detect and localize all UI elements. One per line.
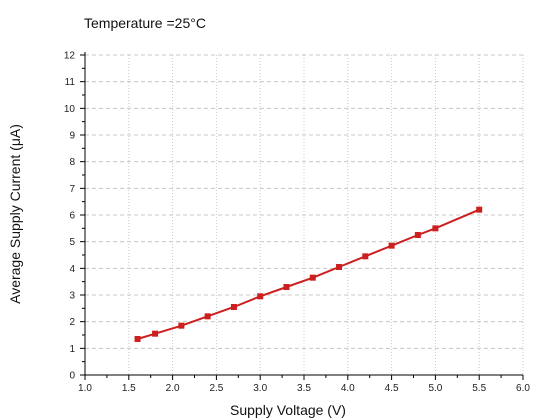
y-tick-label: 8 bbox=[69, 157, 75, 168]
series-line bbox=[137, 208, 480, 340]
y-tick-label: 11 bbox=[65, 77, 76, 88]
data-point bbox=[432, 225, 439, 232]
chart-title: Temperature =25°C bbox=[84, 15, 206, 31]
data-point bbox=[134, 336, 141, 342]
series bbox=[134, 206, 483, 342]
x-tick-label: 1.5 bbox=[122, 383, 136, 394]
data-point bbox=[309, 274, 316, 281]
y-tick-label: 3 bbox=[69, 291, 75, 302]
data-point bbox=[414, 232, 421, 238]
x-tick-label: 6.0 bbox=[516, 383, 530, 394]
grid bbox=[85, 54, 524, 375]
y-tick-label: 4 bbox=[69, 264, 75, 275]
x-tick-label: 4.5 bbox=[385, 383, 399, 394]
y-tick-label: 1 bbox=[69, 344, 75, 355]
x-tick-label: 1.0 bbox=[78, 383, 92, 394]
data-point bbox=[230, 304, 237, 310]
x-tick-label: 2.5 bbox=[209, 383, 223, 394]
data-point bbox=[204, 313, 211, 320]
y-tick-label: 5 bbox=[69, 237, 75, 248]
y-tick-label: 0 bbox=[69, 371, 75, 382]
y-axis-title: Average Supply Current (μA) bbox=[7, 124, 23, 304]
data-point bbox=[362, 253, 369, 260]
y-tick-label: 9 bbox=[69, 131, 75, 142]
x-tick-label: 3.0 bbox=[253, 383, 267, 394]
data-point bbox=[476, 206, 483, 213]
data-point bbox=[257, 293, 264, 300]
x-tick-label: 3.5 bbox=[297, 383, 311, 394]
x-tick-label: 5.0 bbox=[428, 383, 442, 394]
ticks: 1.0 1.5 2.0 2.5 3.0 3.5 4.0 4.5 5.0 5.5 6.00123456… bbox=[64, 51, 531, 395]
data-point bbox=[388, 242, 395, 249]
x-axis-title: Supply Voltage (V) bbox=[230, 402, 346, 418]
y-tick-label: 6 bbox=[69, 211, 75, 222]
x-tick-label: 4.0 bbox=[341, 383, 355, 394]
y-tick-label: 10 bbox=[64, 104, 76, 115]
y-tick-label: 7 bbox=[69, 184, 75, 195]
y-tick-label: 2 bbox=[69, 317, 75, 328]
x-tick-label: 5.5 bbox=[472, 383, 486, 394]
x-tick-label: 2.0 bbox=[166, 383, 180, 394]
data-point bbox=[178, 322, 185, 329]
data-point bbox=[152, 330, 159, 337]
y-tick-label: 12 bbox=[64, 51, 76, 62]
data-point bbox=[283, 284, 290, 290]
data-point bbox=[336, 264, 343, 270]
